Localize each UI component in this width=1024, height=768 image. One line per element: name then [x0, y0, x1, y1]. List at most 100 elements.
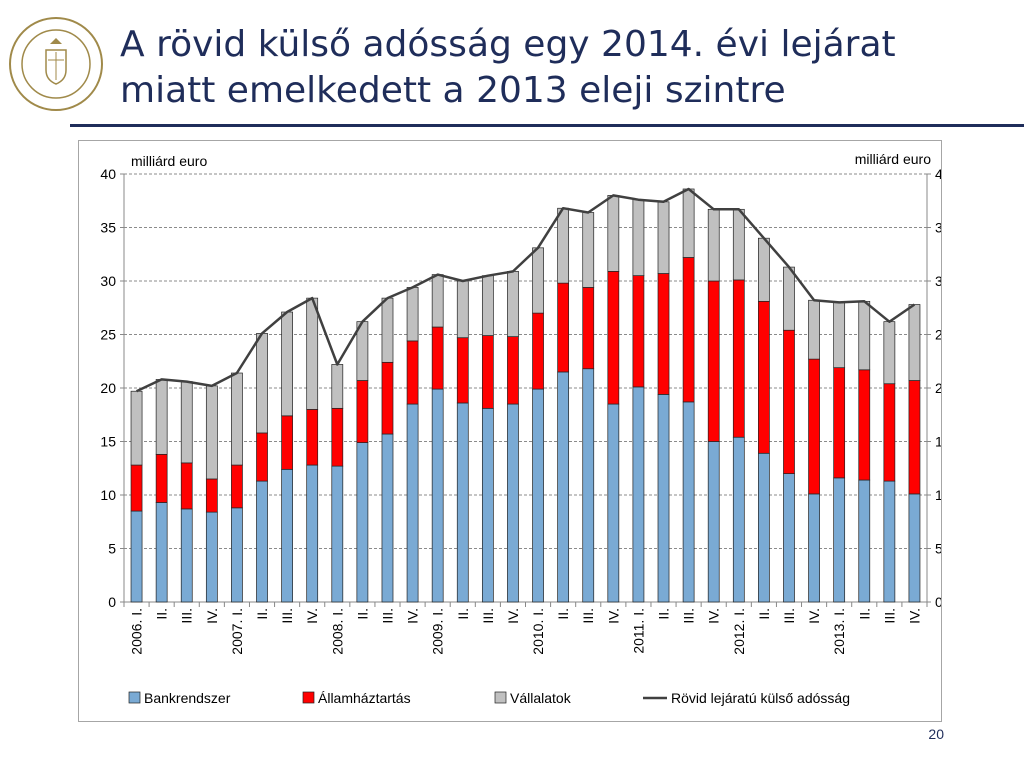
bar-bankrendszer: [306, 464, 319, 603]
x-tick-label: II.: [856, 608, 872, 620]
bar--llamh-ztart-s: [732, 279, 745, 438]
bar-bankrendszer: [908, 493, 921, 603]
y-tick-label-right: 25: [935, 327, 941, 343]
bar-bankrendszer: [883, 480, 896, 603]
y-tick-label-left: 10: [100, 487, 116, 503]
bar-v-llalatok: [557, 207, 570, 284]
legend-swatch: [494, 691, 507, 704]
bar-bankrendszer: [532, 388, 544, 603]
bar--llamh-ztart-s: [331, 407, 344, 467]
bar-v-llalatok: [582, 212, 595, 288]
bar-bankrendszer: [180, 508, 193, 603]
bar--llamh-ztart-s: [456, 337, 469, 404]
y-tick-label-right: 20: [935, 380, 941, 396]
bar--llamh-ztart-s: [231, 464, 243, 509]
bar-bankrendszer: [281, 468, 293, 603]
bar--llamh-ztart-s: [657, 273, 670, 395]
bar-v-llalatok: [205, 385, 218, 480]
bar-v-llalatok: [707, 208, 720, 282]
bar-bankrendszer: [657, 394, 670, 603]
title-underline: [70, 124, 1024, 127]
x-tick-label: 2009. I.: [430, 608, 446, 655]
bar-v-llalatok: [180, 381, 193, 464]
bar--llamh-ztart-s: [557, 282, 570, 373]
chart-frame: 00551010151520202525303035354040milliárd…: [78, 140, 942, 722]
bar--llamh-ztart-s: [406, 340, 419, 405]
x-tick-label: III.: [881, 608, 897, 624]
bar--llamh-ztart-s: [281, 415, 293, 470]
bar-v-llalatok: [808, 299, 820, 360]
bar-v-llalatok: [306, 297, 319, 410]
y-tick-label-left: 35: [100, 220, 116, 236]
bar-bankrendszer: [356, 442, 369, 603]
stacked-bar-chart: 00551010151520202525303035354040milliárd…: [100, 151, 941, 706]
y-tick-label-right: 0: [935, 594, 941, 610]
y-tick-label-left: 5: [108, 541, 116, 557]
bar--llamh-ztart-s: [532, 312, 544, 390]
x-tick-label: II.: [555, 608, 571, 620]
x-tick-label: IV.: [304, 608, 320, 624]
x-tick-label: 2010. I.: [530, 608, 546, 655]
y-tick-label-right: 30: [935, 273, 941, 289]
bar--llamh-ztart-s: [833, 367, 846, 479]
bar--llamh-ztart-s: [155, 453, 168, 503]
slide-title: A rövid külső adósság egy 2014. évi lejá…: [120, 22, 1010, 114]
bar-bankrendszer: [431, 388, 444, 603]
legend-label: Bankrendszer: [144, 690, 231, 706]
y-tick-label-left: 25: [100, 327, 116, 343]
x-tick-label: II.: [154, 608, 170, 620]
bar-v-llalatok: [130, 390, 143, 466]
x-tick-label: IV.: [505, 608, 521, 624]
x-tick-label: IV.: [806, 608, 822, 624]
bar--llamh-ztart-s: [507, 336, 519, 405]
bar-bankrendszer: [155, 502, 168, 603]
bar-bankrendszer: [231, 507, 243, 603]
legend-label: Vállalatok: [510, 690, 572, 706]
bar-bankrendszer: [557, 371, 570, 603]
x-tick-label: IV.: [906, 608, 922, 624]
bar-bankrendszer: [507, 403, 519, 603]
x-tick-label: III.: [781, 608, 797, 624]
bar-bankrendszer: [205, 511, 218, 603]
y-tick-label-left: 15: [100, 434, 116, 450]
bar-bankrendszer: [331, 465, 344, 603]
bar--llamh-ztart-s: [908, 380, 921, 495]
bar--llamh-ztart-s: [431, 326, 444, 390]
bar--llamh-ztart-s: [808, 358, 820, 495]
bar--llamh-ztart-s: [356, 380, 369, 443]
line-rovid-lejaratu-kulso-adossag: [135, 187, 916, 393]
x-tick-label: IV.: [605, 608, 621, 624]
x-tick-label: IV.: [405, 608, 421, 624]
x-tick-label: III.: [480, 608, 496, 624]
bar-v-llalatok: [657, 201, 670, 274]
bar--llamh-ztart-s: [205, 478, 218, 513]
bar-bankrendszer: [406, 403, 419, 603]
bar-v-llalatok: [406, 287, 419, 342]
x-tick-label: II.: [254, 608, 270, 620]
bar-bankrendszer: [758, 452, 770, 603]
x-tick-label: II.: [656, 608, 672, 620]
bar-bankrendszer: [783, 473, 795, 603]
bar-v-llalatok: [682, 188, 695, 258]
x-tick-label: IV.: [706, 608, 722, 624]
bar--llamh-ztart-s: [783, 329, 795, 474]
bar-bankrendszer: [632, 386, 645, 603]
x-tick-label: 2011. I.: [630, 608, 646, 654]
y-axis-unit-right: milliárd euro: [855, 151, 931, 167]
bar-v-llalatok: [155, 379, 168, 455]
x-tick-label: III.: [379, 608, 395, 624]
bar--llamh-ztart-s: [707, 280, 720, 442]
bar-bankrendszer: [682, 401, 695, 603]
y-tick-label-left: 0: [108, 594, 116, 610]
y-tick-label-left: 30: [100, 273, 116, 289]
bar--llamh-ztart-s: [682, 257, 695, 403]
x-tick-label: 2008. I.: [329, 608, 345, 655]
y-tick-label-right: 10: [935, 487, 941, 503]
bar-v-llalatok: [833, 302, 846, 369]
bar-bankrendszer: [732, 436, 745, 603]
x-tick-label: 2006. I.: [129, 608, 145, 655]
y-tick-label-left: 40: [100, 166, 116, 182]
x-tick-label: III.: [580, 608, 596, 624]
bar-bankrendszer: [607, 403, 620, 603]
bar-v-llalatok: [883, 321, 896, 385]
